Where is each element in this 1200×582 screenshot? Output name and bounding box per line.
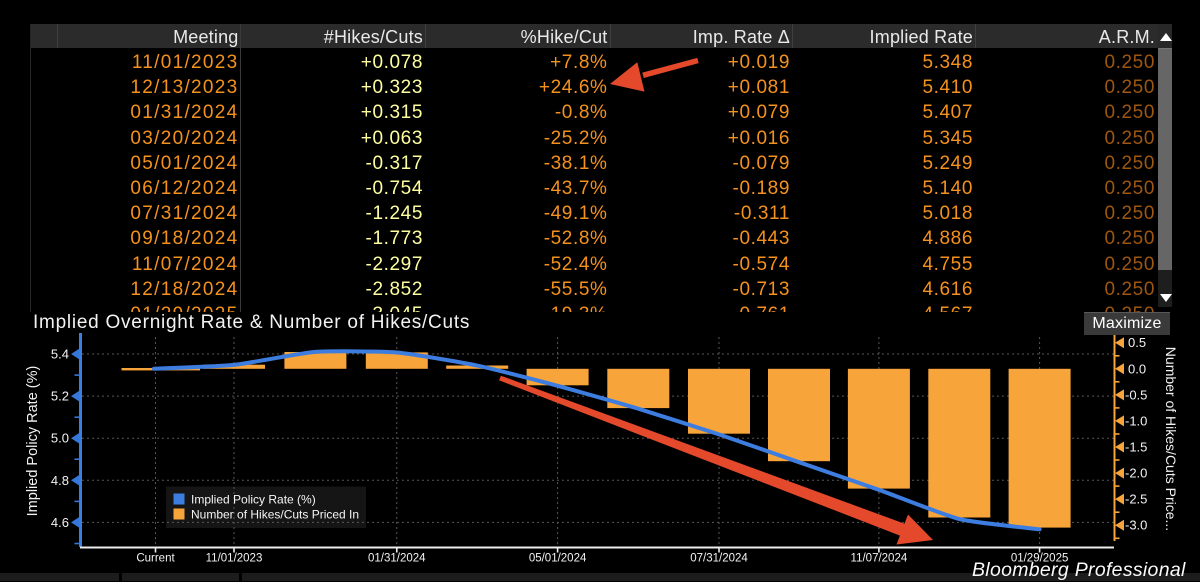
svg-text:5.4: 5.4 [51,347,69,362]
svg-text:4.6: 4.6 [51,515,69,530]
svg-text:-3.0: -3.0 [1125,518,1147,533]
svg-text:-1.0: -1.0 [1125,413,1147,428]
svg-text:5.0: 5.0 [51,431,69,446]
svg-text:Implied Policy Rate (%): Implied Policy Rate (%) [191,493,316,507]
svg-text:-0.5: -0.5 [1125,387,1147,402]
svg-text:Number of Hikes/Cuts Price...: Number of Hikes/Cuts Price... [1163,347,1179,531]
svg-text:Implied Policy Rate (%): Implied Policy Rate (%) [25,366,41,517]
svg-text:01/29/2025: 01/29/2025 [1011,553,1069,565]
svg-text:0.5: 0.5 [1128,335,1146,350]
svg-text:05/01/2024: 05/01/2024 [529,553,587,565]
svg-text:11/07/2024: 11/07/2024 [851,553,908,565]
svg-text:5.2: 5.2 [51,389,69,404]
svg-text:Number of Hikes/Cuts Priced In: Number of Hikes/Cuts Priced In [191,508,359,522]
svg-text:11/01/2023: 11/01/2023 [206,553,263,565]
svg-text:Current: Current [136,553,175,565]
svg-text:4.8: 4.8 [51,473,69,488]
svg-text:-2.5: -2.5 [1125,492,1147,507]
svg-text:-1.5: -1.5 [1125,440,1147,455]
svg-text:07/31/2024: 07/31/2024 [690,553,748,565]
svg-text:0.0: 0.0 [1128,361,1146,376]
svg-text:01/31/2024: 01/31/2024 [368,553,426,565]
svg-text:-2.0: -2.0 [1125,466,1147,481]
